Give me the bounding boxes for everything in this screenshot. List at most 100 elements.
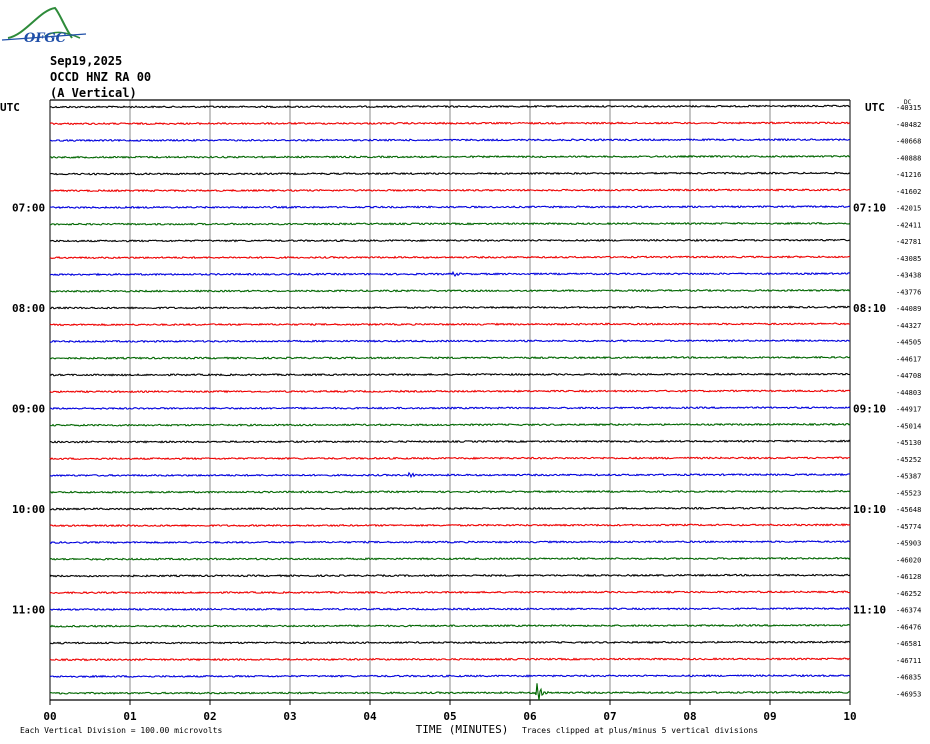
- minute-gridlines: [129, 100, 771, 700]
- x-tick-label: 01: [123, 710, 137, 723]
- trace-23: [49, 471, 851, 479]
- trace-offset-label: -43085: [896, 255, 921, 263]
- trace-offset-label: -44917: [896, 406, 921, 414]
- trace-offset-label: -42015: [896, 205, 921, 213]
- trace-offset-label: -46020: [896, 556, 921, 564]
- header-date: Sep19,2025: [50, 54, 123, 68]
- trace-12: [49, 288, 851, 293]
- trace-offset-label: -45014: [896, 422, 921, 430]
- trace-16: [49, 355, 851, 360]
- trace-4: [49, 154, 851, 159]
- trace-offset-label: -46581: [896, 640, 921, 648]
- x-tick-label: 04: [363, 710, 377, 723]
- trace-offset-label: -46252: [896, 590, 921, 598]
- x-axis-title: TIME (MINUTES): [416, 723, 509, 736]
- trace-offset-label: -40482: [896, 121, 921, 129]
- right-utc-label: UTC: [865, 101, 885, 114]
- trace-3: [49, 137, 851, 142]
- right-hour-label: 09:10: [853, 403, 886, 416]
- trace-offset-label: -46711: [896, 657, 921, 665]
- right-hour-label: 08:10: [853, 302, 886, 315]
- header-station: OCCD HNZ RA 00: [50, 70, 152, 84]
- left-hour-label: 07:00: [12, 202, 45, 215]
- x-tick-label: 02: [203, 710, 216, 723]
- trace-26: [49, 523, 851, 528]
- trace-11: [49, 270, 851, 278]
- seismic-traces: [49, 104, 851, 701]
- trace-offset-label: -46128: [896, 573, 921, 581]
- trace-offset-label: -46953: [896, 690, 921, 698]
- trace-offset-label: -45774: [896, 523, 921, 531]
- trace-offset-label: -44505: [896, 339, 921, 347]
- logo-text: OFGC: [24, 31, 67, 46]
- trace-offset-label: -41216: [896, 171, 921, 179]
- left-hour-label: 11:00: [12, 604, 45, 617]
- right-hour-label: 11:10: [853, 604, 886, 617]
- trace-22: [49, 456, 851, 461]
- trace-offset-label: -40315: [896, 104, 921, 112]
- trace-13: [49, 305, 851, 310]
- trace-9: [49, 238, 851, 243]
- trace-10: [49, 255, 851, 260]
- trace-27: [49, 540, 851, 545]
- right-time-labels: UTC 07:10 08:10 09:10 10:10 11:10: [853, 101, 886, 617]
- left-hour-label: 08:00: [12, 302, 45, 315]
- trace-1: [49, 104, 851, 109]
- trace-offset-label: -42781: [896, 238, 921, 246]
- x-tick-label: 03: [283, 710, 296, 723]
- trace-31: [49, 607, 851, 612]
- x-tick-label: 05: [443, 710, 456, 723]
- trace-20: [49, 422, 851, 427]
- right-hour-label: 10:10: [853, 503, 886, 516]
- x-tick-label: 08: [683, 710, 696, 723]
- trace-14: [49, 322, 851, 327]
- trace-offset-label: -43438: [896, 272, 921, 280]
- trace-18: [49, 389, 851, 394]
- trace-offset-label: -45523: [896, 489, 921, 497]
- left-hour-label: 09:00: [12, 403, 45, 416]
- trace-24: [49, 489, 851, 494]
- trace-offset-label: -44089: [896, 305, 921, 313]
- trace-17: [49, 372, 851, 377]
- trace-6: [49, 188, 851, 193]
- trace-7: [49, 205, 851, 210]
- trace-offset-labels: DC-40315 -40482 -40668 -40888 -41216 -41602 -4…: [896, 99, 921, 698]
- trace-25: [49, 506, 851, 511]
- trace-35: [49, 673, 851, 679]
- trace-offset-label: -45387: [896, 473, 921, 481]
- trace-19: [49, 406, 851, 411]
- right-hour-label: 07:10: [853, 202, 886, 215]
- trace-offset-label: -46476: [896, 623, 921, 631]
- scale-note: Each Vertical Division = 100.00 microvol…: [20, 726, 222, 735]
- left-hour-label: 10:00: [12, 503, 45, 516]
- trace-29: [49, 573, 851, 578]
- trace-offset-label: -41602: [896, 188, 921, 196]
- trace-30: [49, 590, 851, 595]
- trace-2: [49, 121, 851, 126]
- chart-frame: [49, 99, 851, 701]
- trace-8: [49, 221, 851, 226]
- trace-offset-label: -45252: [896, 456, 921, 464]
- trace-offset-label: -44617: [896, 355, 921, 363]
- x-tick-label: 10: [843, 710, 856, 723]
- trace-offset-label: -40888: [896, 154, 921, 162]
- trace-34: [49, 657, 851, 662]
- trace-offset-label: -45903: [896, 540, 921, 548]
- left-utc-label: UTC: [0, 101, 20, 114]
- x-tick-label: 00: [43, 710, 56, 723]
- trace-offset-label: -40668: [896, 138, 921, 146]
- left-time-labels: UTC 07:00 08:00 09:00 10:00 11:00: [0, 101, 45, 617]
- trace-offset-label: -43776: [896, 288, 921, 296]
- trace-15: [49, 338, 851, 344]
- header-component: (A Vertical): [50, 86, 137, 100]
- trace-offset-label: -45130: [896, 439, 921, 447]
- trace-offset-label: -46374: [896, 607, 921, 615]
- trace-21: [49, 439, 851, 444]
- trace-33: [49, 640, 851, 645]
- ofgc-logo-icon: OFGC: [1, 6, 87, 46]
- trace-offset-label: -42411: [896, 221, 921, 229]
- trace-36: [49, 683, 850, 701]
- x-tick-label: 09: [763, 710, 776, 723]
- trace-offset-label: -44803: [896, 389, 921, 397]
